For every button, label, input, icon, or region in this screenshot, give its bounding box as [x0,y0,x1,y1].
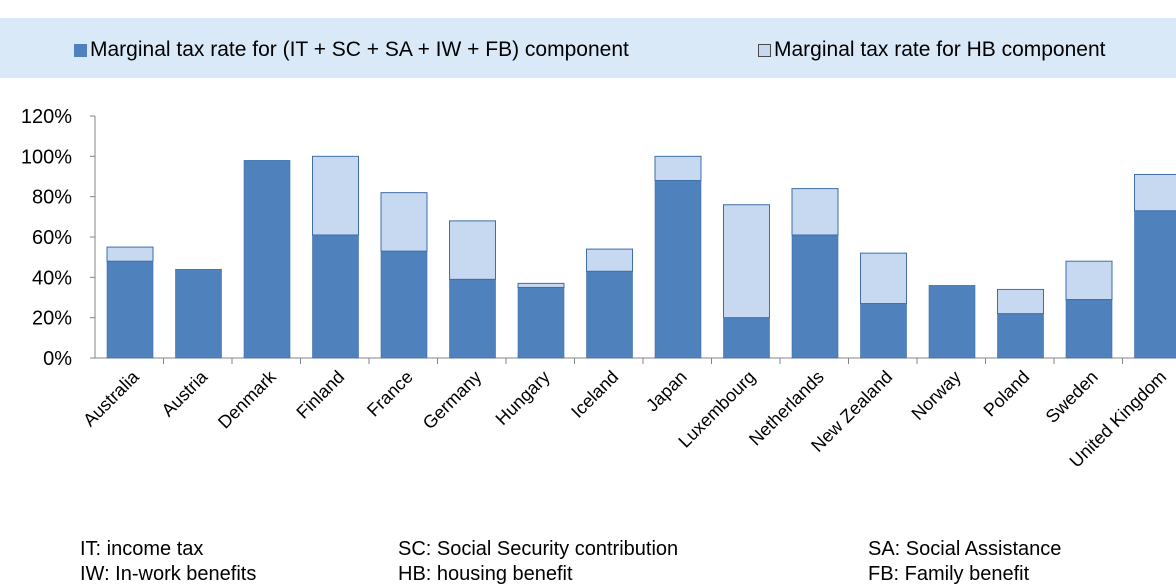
bar-segment-hb [1066,261,1112,299]
legend-label-hb-component: Marginal tax rate for HB component [774,38,1106,62]
bar-segment-hb [655,156,701,180]
bar-segment-hb [724,205,770,318]
bar-segment-main [381,251,427,358]
x-category-label: Hungary [492,367,554,429]
x-category-label: France [363,367,417,421]
bar-segment-main [587,271,633,358]
x-category-label: Sweden [1042,367,1102,427]
bar-segment-main [655,181,701,358]
y-tick-label: 60% [32,227,72,249]
bar-segment-hb [587,249,633,271]
x-category-label: Poland [980,367,1034,421]
x-category-label: Germany [419,367,485,433]
chart-legend: Marginal tax rate for (IT + SC + SA + IW… [0,18,1176,78]
bar-segment-hb [107,247,153,261]
y-tick-label: 40% [32,267,72,289]
note-sa: SA: Social Assistance [868,538,1061,561]
legend-item-hb-component: Marginal tax rate for HB component [758,38,1106,62]
bar-segment-main [792,235,838,358]
bar-segment-main [1066,300,1112,358]
x-category-label: Austria [158,366,212,420]
x-category-label: Australia [79,366,143,430]
bar-segment-main [1135,211,1176,358]
note-it: IT: income tax [80,538,203,561]
bar-segment-main [244,160,290,358]
x-category-label: Finland [292,367,348,423]
y-tick-label: 20% [32,308,72,330]
y-tick-label: 100% [21,146,72,168]
bar-segment-main [176,269,222,358]
bar-segment-main [861,304,907,358]
note-hb: HB: housing benefit [398,563,573,586]
x-category-label: Norway [908,367,965,424]
y-tick-label: 120% [21,106,72,128]
bar-segment-hb [861,253,907,303]
bar-segment-main [450,279,496,358]
bar-segment-main [313,235,359,358]
bar-segment-main [929,285,975,358]
bar-segment-hb [792,189,838,235]
legend-item-main-component: Marginal tax rate for (IT + SC + SA + IW… [74,38,629,62]
x-category-label: Iceland [567,367,622,422]
bar-segment-hb [313,156,359,235]
x-category-label: Denmark [214,366,280,432]
legend-swatch-main-component [74,44,87,57]
bar-segment-main [518,287,564,358]
note-iw: IW: In-work benefits [80,563,256,586]
bar-segment-hb [998,289,1044,313]
bar-segment-hb [1135,174,1176,210]
x-category-label: Japan [642,367,691,416]
legend-swatch-hb-component [758,44,771,57]
bar-segment-main [998,314,1044,358]
abbreviation-notes: IT: income tax IW: In-work benefits SC: … [0,534,1176,585]
legend-label-main-component: Marginal tax rate for (IT + SC + SA + IW… [90,38,629,62]
y-tick-label: 0% [43,348,72,370]
bar-segment-hb [518,283,564,287]
note-sc: SC: Social Security contribution [398,538,678,561]
bar-segment-hb [381,193,427,251]
bar-segment-hb [450,221,496,279]
bar-segment-main [724,318,770,358]
bar-segment-main [107,261,153,358]
note-fb: FB: Family benefit [868,563,1029,586]
y-tick-label: 80% [32,187,72,209]
